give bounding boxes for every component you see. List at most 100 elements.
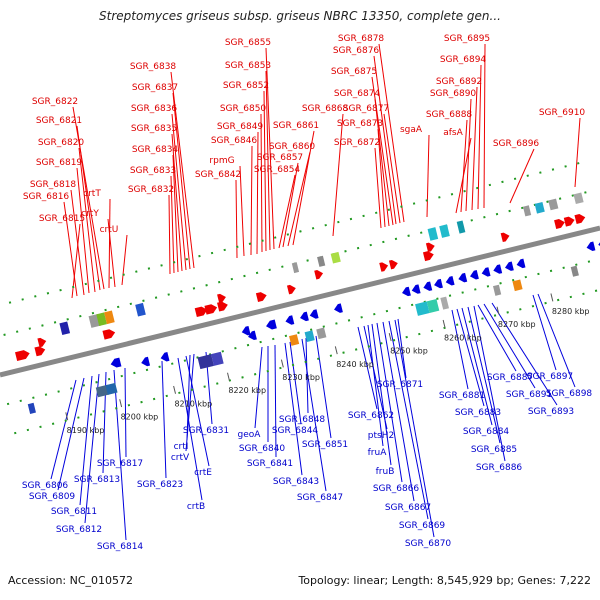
reverse-gene-label[interactable]: geoA	[238, 430, 262, 440]
reverse-gene-label[interactable]: SGR_6817	[97, 459, 143, 469]
reverse-gene-arrow[interactable]	[469, 270, 479, 281]
forward-gene-label[interactable]: SGR_6846	[211, 136, 258, 146]
reverse-gene-arrow[interactable]	[284, 315, 295, 326]
reverse-gene-arrow[interactable]	[492, 264, 503, 275]
forward-gene-arrow[interactable]	[286, 284, 297, 295]
forward-gene-label[interactable]: SGR_6842	[195, 170, 241, 180]
forward-gene-arrow[interactable]	[425, 241, 436, 253]
forward-gene-label[interactable]: SGR_6836	[131, 104, 178, 114]
reverse-gene-arrow[interactable]	[481, 267, 491, 278]
forward-gene-label[interactable]: SGR_6838	[130, 62, 177, 72]
reverse-gene-arrow[interactable]	[299, 311, 309, 323]
reverse-gene-label[interactable]: crtV	[171, 453, 190, 463]
forward-gene-arrow[interactable]	[500, 231, 511, 243]
forward-gene-arrow[interactable]	[379, 261, 389, 272]
forward-gene-label[interactable]: SGR_6852	[223, 81, 269, 91]
forward-gene-label[interactable]: SGR_6816	[23, 192, 70, 202]
reverse-gene-label[interactable]: SGR_6848	[279, 415, 326, 425]
reverse-gene-label[interactable]: SGR_6870	[405, 539, 452, 549]
forward-gene-label[interactable]: SGR_6834	[132, 145, 179, 155]
forward-gene-arrow[interactable]	[422, 250, 435, 262]
forward-gene-label[interactable]: SGR_6874	[334, 89, 381, 99]
reverse-gene-label[interactable]: SGR_6867	[385, 503, 431, 513]
forward-gene-label[interactable]: SGR_6872	[334, 138, 380, 148]
forward-gene-label[interactable]: SGR_6835	[131, 124, 177, 134]
forward-gene-label[interactable]: SGR_6910	[539, 108, 586, 118]
reverse-gene-arrow[interactable]	[411, 284, 421, 295]
reverse-gene-arrow[interactable]	[140, 356, 151, 368]
forward-gene-label[interactable]: SGR_6888	[426, 110, 473, 120]
reverse-gene-arrow[interactable]	[433, 278, 443, 290]
reverse-gene-label[interactable]: SGR_6891	[506, 390, 552, 400]
forward-gene-arrow[interactable]	[217, 300, 229, 312]
forward-gene-label[interactable]: SGR_6890	[430, 89, 477, 99]
forward-gene-label[interactable]: SGR_6868	[302, 104, 349, 114]
forward-gene-label[interactable]: SGR_6853	[225, 61, 271, 71]
reverse-gene-label[interactable]: SGR_6884	[463, 427, 510, 437]
reverse-gene-arrow[interactable]	[516, 258, 526, 270]
reverse-gene-label[interactable]: SGR_6806	[22, 481, 69, 491]
forward-gene-label[interactable]: SGR_6818	[30, 180, 77, 190]
forward-gene-label[interactable]: SGR_6833	[130, 166, 176, 176]
forward-gene-arrow[interactable]	[217, 293, 227, 304]
reverse-gene-label[interactable]: SGR_6809	[29, 492, 76, 502]
forward-gene-label[interactable]: rpmG	[209, 156, 234, 166]
forward-gene-arrow[interactable]	[554, 218, 566, 229]
reverse-gene-label[interactable]: SGR_6898	[546, 389, 593, 399]
reverse-gene-arrow[interactable]	[241, 325, 251, 337]
forward-gene-arrow[interactable]	[15, 349, 31, 362]
forward-gene-arrow[interactable]	[194, 305, 209, 317]
forward-gene-arrow[interactable]	[37, 337, 47, 348]
reverse-gene-label[interactable]: SGR_6841	[247, 459, 293, 469]
reverse-gene-arrow[interactable]	[504, 261, 514, 272]
forward-gene-label[interactable]: SGR_6854	[254, 165, 301, 175]
forward-gene-arrow[interactable]	[574, 213, 586, 224]
forward-gene-label[interactable]: SGR_6876	[333, 46, 380, 56]
reverse-gene-arrow[interactable]	[422, 281, 433, 292]
reverse-gene-label[interactable]: crtE	[194, 468, 212, 478]
forward-gene-label[interactable]: SGR_6894	[440, 55, 487, 65]
reverse-gene-label[interactable]: SGR_6823	[137, 480, 183, 490]
forward-gene-label[interactable]: SGR_6819	[36, 158, 83, 168]
forward-gene-label[interactable]: SGR_6837	[132, 83, 178, 93]
forward-gene-label[interactable]: SGR_6822	[32, 97, 78, 107]
forward-gene-label[interactable]: SGR_6896	[493, 139, 540, 149]
forward-gene-label[interactable]: SGR_6820	[38, 138, 85, 148]
reverse-gene-label[interactable]: SGR_6885	[471, 445, 517, 455]
reverse-gene-label[interactable]: SGR_6893	[528, 407, 574, 417]
reverse-gene-label[interactable]: SGR_6866	[373, 484, 420, 494]
reverse-gene-label[interactable]: ptsH2	[368, 431, 394, 441]
reverse-gene-label[interactable]: SGR_6847	[297, 493, 343, 503]
reverse-gene-arrow[interactable]	[333, 303, 343, 314]
reverse-gene-label[interactable]: SGR_6881	[439, 391, 485, 401]
reverse-gene-label[interactable]: SGR_6813	[74, 475, 120, 485]
forward-gene-label[interactable]: crtU	[100, 225, 119, 235]
reverse-gene-label[interactable]: SGR_6886	[476, 463, 523, 473]
forward-gene-arrow[interactable]	[255, 291, 268, 302]
forward-gene-label[interactable]: SGR_6877	[343, 104, 389, 114]
reverse-gene-arrow[interactable]	[160, 352, 170, 363]
forward-gene-label[interactable]: crtT	[83, 189, 101, 199]
forward-gene-arrow[interactable]	[204, 303, 218, 315]
forward-gene-label[interactable]: SGR_6849	[217, 122, 264, 132]
forward-gene-label[interactable]: sgaA	[400, 125, 423, 135]
reverse-gene-label[interactable]: SGR_6897	[527, 372, 573, 382]
reverse-gene-label[interactable]: SGR_6814	[97, 542, 144, 552]
reverse-gene-arrow[interactable]	[586, 241, 596, 252]
forward-gene-label[interactable]: SGR_6832	[128, 185, 174, 195]
forward-gene-label[interactable]: SGR_6873	[337, 119, 383, 129]
reverse-gene-label[interactable]: SGR_6844	[272, 426, 319, 436]
forward-gene-label[interactable]: SGR_6860	[269, 142, 316, 152]
reverse-gene-arrow[interactable]	[445, 275, 455, 287]
forward-gene-label[interactable]: SGR_6815	[39, 214, 85, 224]
reverse-gene-label[interactable]: crtI	[174, 442, 189, 452]
forward-gene-label[interactable]: SGR_6855	[225, 38, 271, 48]
reverse-gene-arrow[interactable]	[401, 286, 411, 298]
forward-gene-label[interactable]: SGR_6892	[436, 77, 482, 87]
forward-gene-label[interactable]: SGR_6821	[36, 116, 82, 126]
forward-gene-label[interactable]: SGR_6878	[338, 34, 385, 44]
forward-gene-arrow[interactable]	[563, 215, 576, 227]
reverse-gene-label[interactable]: SGR_6812	[56, 525, 102, 535]
forward-gene-label[interactable]: crtY	[81, 209, 99, 219]
reverse-gene-label[interactable]: SGR_6862	[348, 411, 394, 421]
